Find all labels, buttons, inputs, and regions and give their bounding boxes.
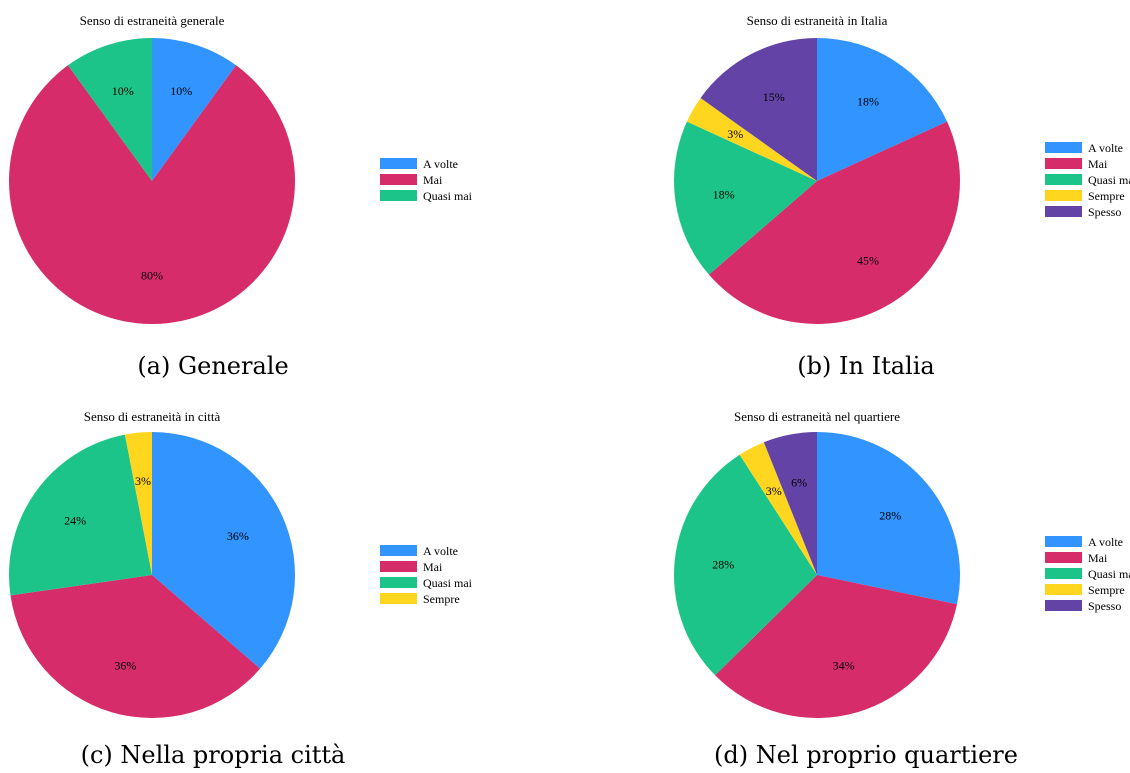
pie-slice-sempre (739, 442, 817, 575)
legend-swatch-quasi-mai (380, 190, 417, 201)
pie-slice-quasi-mai (9, 434, 152, 596)
legend-swatch-sempre (1045, 190, 1082, 201)
slice-label-spesso: 6% (791, 475, 807, 489)
legend-label-a-volte: A volte (1088, 535, 1123, 549)
legend-label-quasi-mai: Quasi mai (1088, 173, 1130, 187)
slice-label-sempre: 3% (135, 474, 151, 488)
legend: A volte Mai Quasi mai Sempre Spesso (1045, 141, 1130, 219)
pie-slice-mai (10, 575, 261, 718)
legend-swatch-quasi-mai (1045, 174, 1082, 185)
slice-label-quasi-mai: 24% (64, 513, 86, 527)
slice-label-mai: 34% (833, 659, 855, 673)
pie-slice-mai (708, 121, 961, 325)
legend-label-a-volte: A volte (423, 157, 458, 171)
legend-swatch-mai (380, 174, 417, 185)
legend: A volte Mai Quasi mai Sempre (380, 544, 473, 606)
chart-title: Senso di estraneità in Italia (747, 13, 888, 28)
legend-swatch-quasi-mai (380, 577, 417, 588)
legend-swatch-sempre (1045, 584, 1082, 595)
panel-a: Senso di estraneità generale 10% 80% 10% A… (8, 13, 473, 380)
pie-chart: 18% 45% 18% 3% 15% (673, 37, 961, 325)
slice-label-a-volte: 36% (227, 529, 249, 543)
legend-label-sempre: Sempre (423, 592, 460, 606)
slice-label-spesso: 15% (763, 90, 785, 104)
pie-slice-sempre (686, 98, 817, 181)
legend: A volte Mai Quasi mai (380, 157, 473, 203)
legend-swatch-spesso (1045, 206, 1082, 217)
slice-label-mai: 80% (141, 268, 163, 282)
legend-label-a-volte: A volte (1088, 141, 1123, 155)
figure-caption: (b) In Italia (797, 352, 934, 380)
chart-title: Senso di estraneità in città (84, 409, 221, 424)
pie-slice-spesso (700, 38, 817, 181)
chart-title: Senso di estraneità generale (80, 13, 225, 28)
pie-slice-quasi-mai (67, 38, 152, 181)
panel-c: Senso di estraneità in città 36% 36% 24% 3%… (9, 409, 473, 769)
legend-swatch-mai (1045, 158, 1082, 169)
slice-label-mai: 36% (114, 659, 136, 673)
pie-slice-sempre (124, 432, 152, 575)
pie-chart: 36% 36% 24% 3% (9, 432, 296, 718)
legend-swatch-spesso (1045, 600, 1082, 611)
legend-swatch-a-volte (1045, 536, 1082, 547)
legend-label-quasi-mai: Quasi mai (1088, 567, 1130, 581)
legend-label-spesso: Spesso (1088, 599, 1121, 613)
legend-label-sempre: Sempre (1088, 189, 1125, 203)
legend-label-mai: Mai (1088, 157, 1108, 171)
legend-swatch-a-volte (380, 158, 417, 169)
pie-slice-quasi-mai (673, 454, 817, 676)
legend-label-sempre: Sempre (1088, 583, 1125, 597)
legend-label-quasi-mai: Quasi mai (423, 189, 473, 203)
pie-slice-a-volte (152, 432, 296, 669)
pie-slice-mai (715, 575, 957, 719)
legend-swatch-quasi-mai (1045, 568, 1082, 579)
chart-title: Senso di estraneità nel quartiere (734, 409, 900, 424)
figure-caption: (c) Nella propria città (81, 741, 346, 769)
panel-b: Senso di estraneità in Italia 18% 45% 18% 3… (673, 13, 1130, 380)
legend-swatch-a-volte (380, 545, 417, 556)
pie-chart: 10% 80% 10% (8, 38, 296, 325)
pie-slice-a-volte (817, 37, 948, 181)
legend-swatch-a-volte (1045, 142, 1082, 153)
figure-caption: (d) Nel proprio quartiere (714, 741, 1018, 769)
figure-caption: (a) Generale (137, 352, 288, 380)
slice-label-a-volte: 10% (170, 84, 192, 98)
slice-label-quasi-mai: 10% (112, 84, 134, 98)
slice-label-a-volte: 28% (879, 509, 901, 523)
pie-slice-quasi-mai (673, 121, 817, 275)
pie-slice-a-volte (152, 38, 237, 181)
legend-swatch-sempre (380, 593, 417, 604)
legend-label-mai: Mai (1088, 551, 1108, 565)
pie-chart: 28% 34% 28% 3% 6% (673, 432, 961, 719)
legend: A volte Mai Quasi mai Sempre Spesso (1045, 535, 1130, 613)
legend-swatch-mai (380, 561, 417, 572)
legend-label-spesso: Spesso (1088, 205, 1121, 219)
slice-label-mai: 45% (857, 253, 879, 267)
slice-label-quasi-mai: 28% (712, 558, 734, 572)
slice-label-sempre: 3% (727, 127, 743, 141)
slice-label-sempre: 3% (766, 484, 782, 498)
legend-label-mai: Mai (423, 560, 443, 574)
slice-label-quasi-mai: 18% (713, 187, 735, 201)
pie-slice-mai (8, 65, 296, 325)
legend-label-a-volte: A volte (423, 544, 458, 558)
pie-slice-a-volte (817, 432, 961, 605)
legend-label-mai: Mai (423, 173, 443, 187)
panel-d: Senso di estraneità nel quartiere 28% 34%… (673, 409, 1130, 769)
pie-slice-spesso (763, 432, 817, 575)
legend-swatch-mai (1045, 552, 1082, 563)
slice-label-a-volte: 18% (857, 95, 879, 109)
legend-label-quasi-mai: Quasi mai (423, 576, 473, 590)
